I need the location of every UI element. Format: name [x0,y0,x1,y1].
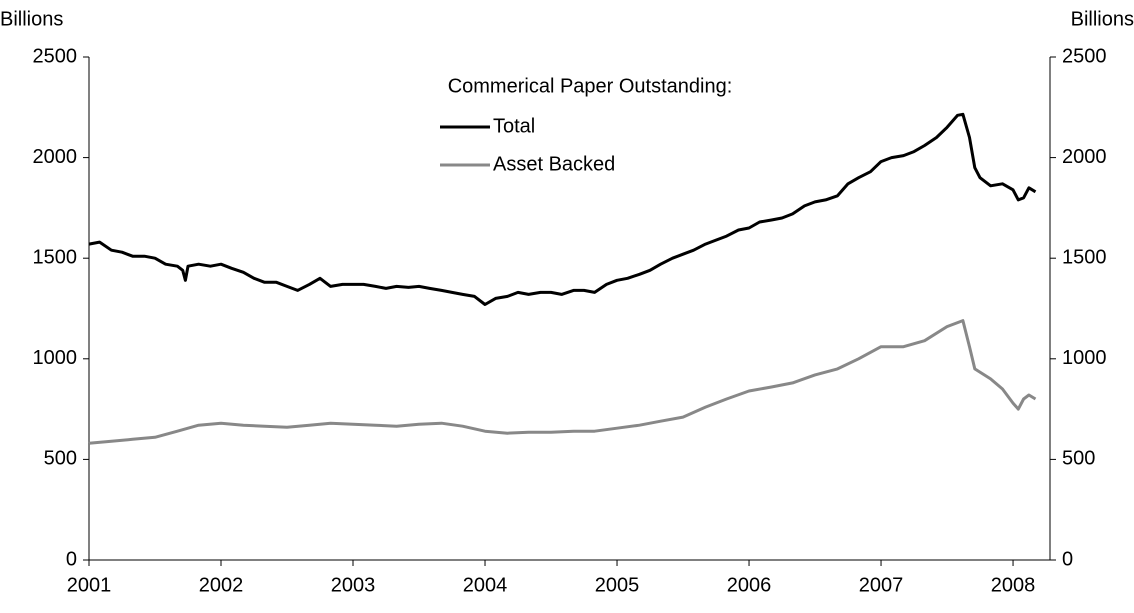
x-tick-label: 2006 [727,574,772,596]
x-tick-label: 2008 [991,574,1036,596]
x-tick-label: 2001 [67,574,112,596]
y2-tick-label: 1500 [1062,246,1107,268]
x-tick-label: 2004 [463,574,508,596]
series-line [88,112,1037,306]
y2-tick-label: 2500 [1062,45,1107,67]
y-tick-label: 500 [44,448,77,470]
y2-tick-label: 1000 [1062,347,1107,369]
y2-tick-label: 500 [1062,448,1095,470]
y-tick-label: 0 [66,548,77,570]
x-tick-label: 2005 [595,574,640,596]
y-axis-label: Billions [0,8,63,30]
y-tick-label: 2000 [33,146,78,168]
y2-tick-label: 2000 [1062,146,1107,168]
series-line [88,319,1037,445]
y2-axis-label: Billions [1071,8,1134,30]
y-tick-label: 1500 [33,246,78,268]
y2-tick-label: 0 [1062,548,1073,570]
legend-label: Total [493,115,535,137]
legend-title: Commerical Paper Outstanding: [448,75,733,97]
x-tick-label: 2007 [859,574,904,596]
y-tick-label: 2500 [33,45,78,67]
y-tick-label: 1000 [33,347,78,369]
x-tick-label: 2002 [199,574,244,596]
legend-label: Asset Backed [493,153,615,175]
x-tick-label: 2003 [331,574,376,596]
